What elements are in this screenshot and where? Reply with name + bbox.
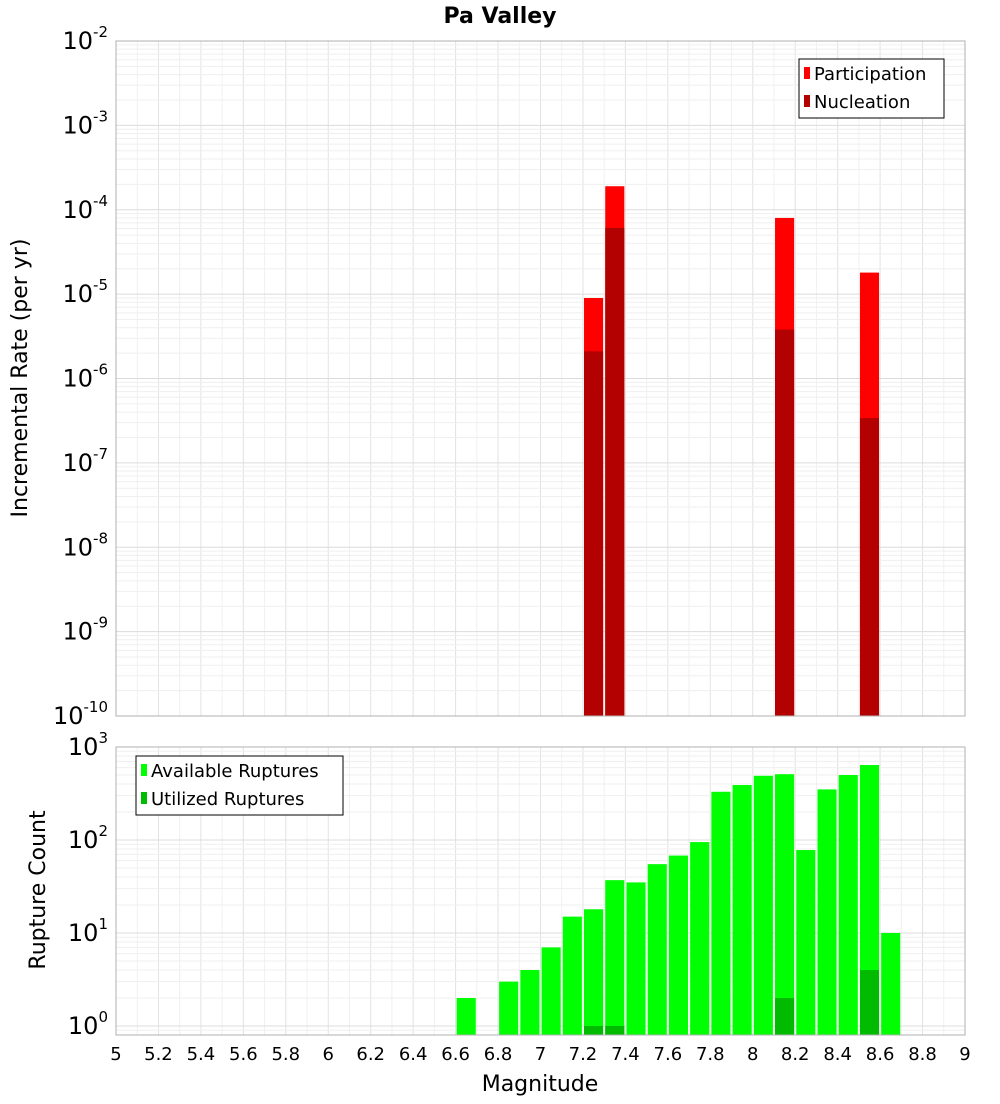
- bar-available-ruptures: [711, 791, 731, 1035]
- x-tick-label: 8.2: [781, 1044, 810, 1065]
- legend-swatch: [141, 792, 147, 804]
- bar-available-ruptures: [647, 864, 667, 1035]
- y-tick-label: 10-9: [62, 614, 108, 646]
- x-tick-label: 5.6: [229, 1044, 258, 1065]
- y-tick-label: 103: [68, 729, 108, 761]
- bar-available-ruptures: [796, 850, 816, 1035]
- bar-available-ruptures: [584, 909, 604, 1035]
- x-tick-label: 6.4: [399, 1044, 428, 1065]
- bar-nucleation: [605, 227, 625, 716]
- bar-available-ruptures: [881, 932, 901, 1035]
- legend-label: Participation: [814, 64, 926, 85]
- bar-nucleation: [859, 418, 880, 716]
- count-panel: 103 102 101 100 Available Ruptures Utilized R…: [68, 729, 971, 1065]
- y-tick-label: 10-8: [62, 529, 108, 561]
- x-tick-label: 6.2: [356, 1044, 385, 1065]
- y-tick-label: 10-5: [62, 276, 108, 308]
- bar-utilized-ruptures: [775, 997, 795, 1035]
- bar-available-ruptures: [732, 785, 752, 1035]
- legend-label: Nucleation: [814, 92, 910, 113]
- x-tick-label: 5.8: [271, 1044, 300, 1065]
- legend-swatch: [141, 764, 147, 776]
- y-tick-label: 100: [68, 1008, 108, 1040]
- x-tick-label: 8.8: [908, 1044, 937, 1065]
- x-tick-label: 5: [110, 1044, 121, 1065]
- x-tick-label: 6.8: [484, 1044, 513, 1065]
- legend-box: [135, 755, 344, 816]
- x-tick-label: 5.2: [144, 1044, 173, 1065]
- legend-swatch: [804, 67, 810, 79]
- x-tick-label: 7: [535, 1044, 546, 1065]
- x-tick-label: 9: [959, 1044, 970, 1065]
- bar-available-ruptures: [690, 842, 710, 1035]
- y-tick-label: 10-10: [53, 698, 108, 730]
- bar-available-ruptures: [817, 789, 837, 1035]
- x-tick-label: 7.8: [696, 1044, 725, 1065]
- x-tick-label: 5.4: [187, 1044, 216, 1065]
- bottom-y-axis-label: Rupture Count: [26, 810, 51, 970]
- bar-available-ruptures: [605, 880, 625, 1035]
- bar-available-ruptures: [562, 916, 582, 1035]
- y-tick-label: 101: [68, 915, 108, 947]
- legend-label: Available Ruptures: [151, 761, 319, 782]
- plot-frame: [115, 40, 966, 717]
- y-tick-label: 10-6: [62, 361, 108, 393]
- bar-available-ruptures: [753, 775, 773, 1035]
- x-tick-label: 6: [323, 1044, 334, 1065]
- bar-available-ruptures: [456, 997, 476, 1035]
- x-tick-label: 8.6: [866, 1044, 895, 1065]
- x-tick-label: 7.4: [611, 1044, 640, 1065]
- bar-available-ruptures: [499, 981, 519, 1035]
- y-tick-label: 10-2: [62, 23, 108, 55]
- bar-available-ruptures: [775, 774, 795, 1035]
- legend-label: Utilized Ruptures: [151, 789, 304, 810]
- x-tick-label: 7.2: [569, 1044, 598, 1065]
- y-tick-label: 10-3: [62, 107, 108, 139]
- bar-available-ruptures: [668, 855, 689, 1035]
- bar-utilized-ruptures: [859, 969, 880, 1035]
- top-y-axis-label: Incremental Rate (per yr): [8, 239, 33, 518]
- bar-available-ruptures: [859, 765, 880, 1035]
- x-tick-label: 8.4: [823, 1044, 852, 1065]
- bar-utilized-ruptures: [584, 1025, 604, 1035]
- legend-swatch: [804, 95, 810, 107]
- x-tick-label: 7.6: [654, 1044, 683, 1065]
- x-tick-label: 6.6: [441, 1044, 470, 1065]
- legend-box: [798, 58, 945, 119]
- bar-nucleation: [584, 351, 604, 716]
- y-tick-label: 102: [68, 822, 108, 854]
- bar-available-ruptures: [541, 947, 561, 1035]
- y-tick-label: 10-7: [62, 445, 108, 477]
- plot-frame: [115, 746, 966, 1036]
- chart-title: Pa Valley: [443, 4, 556, 29]
- bar-nucleation: [775, 329, 795, 716]
- rate-panel: 10-2 10-3 10-4 10-5 10-6 10-7 10-8 10-9 10-10 Par…: [53, 23, 966, 730]
- bar-available-ruptures: [838, 774, 858, 1035]
- y-tick-label: 10-4: [62, 192, 108, 224]
- bar-utilized-ruptures: [605, 1025, 625, 1035]
- x-axis-label: Magnitude: [482, 1072, 599, 1097]
- bar-available-ruptures: [626, 882, 646, 1035]
- bar-available-ruptures: [520, 969, 540, 1035]
- x-tick-label: 8: [747, 1044, 758, 1065]
